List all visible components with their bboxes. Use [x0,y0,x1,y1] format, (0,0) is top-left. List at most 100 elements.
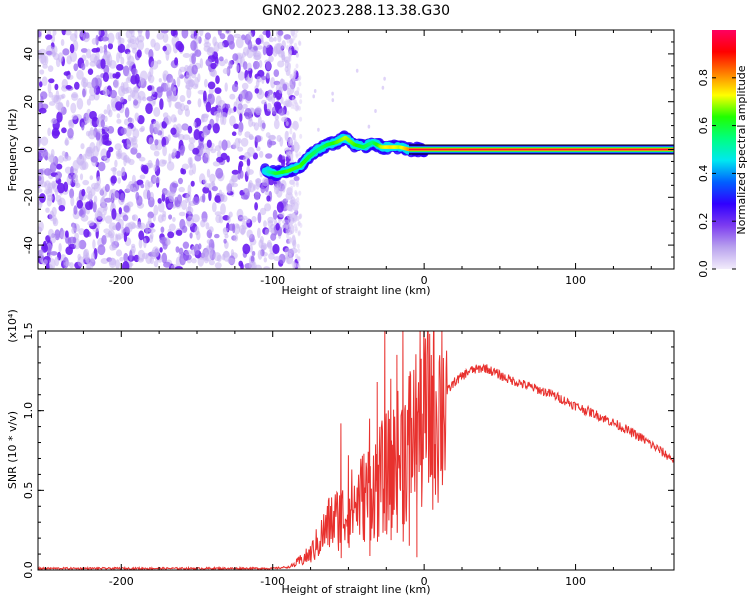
colorbar-tick-label: 0.4 [697,165,710,183]
colorbar-tick-label: 0.6 [697,117,710,135]
noise-blob [145,223,149,235]
noise-blob [177,108,183,116]
noise-blob [38,168,44,176]
noise-blob [281,159,285,169]
noise-blob [132,187,137,193]
noise-blob [68,119,73,126]
noise-blob [156,32,164,40]
noise-blob [38,249,44,258]
noise-blob [257,212,262,224]
colorbar-bar [712,30,736,269]
noise-blob [176,76,181,88]
noise-blob [268,55,274,63]
noise-blob [212,123,220,134]
noise-blob [296,243,300,249]
noise-blob [100,36,109,42]
noise-blob [246,158,251,167]
noise-blob [210,69,217,78]
noise-blob [38,150,44,160]
noise-blob [49,234,57,244]
noise-blob [48,155,56,163]
noise-blob [86,98,91,106]
noise-blob [109,89,118,99]
noise-blob [216,150,222,158]
noise-blob [286,38,290,44]
noise-blob [273,69,280,77]
noise-blob [268,140,277,146]
noise-blob [296,105,300,111]
noise-blob [253,184,257,191]
noise-blob [248,135,255,140]
noise-blob [175,229,183,236]
noise-blob [73,205,78,215]
noise-blob [273,256,281,262]
noise-blob [215,214,222,224]
noise-blob [55,174,59,181]
noise-blob [54,256,60,267]
y-tick-label: 20 [22,95,35,109]
noise-blob [192,147,200,155]
noise-blob [265,153,273,159]
noise-blob [226,183,231,194]
noise-blob [61,127,67,134]
noise-blob [294,223,297,229]
noise-blob [291,96,295,102]
noise-blob [147,216,152,227]
noise-blob [212,161,221,167]
noise-blob [266,71,271,79]
noise-blob [108,60,117,69]
noise-blob [233,123,240,130]
noise-blob [214,211,222,217]
noise-blob [152,175,161,184]
noise-blob [255,178,262,184]
noise-blob [82,88,86,98]
noise-blob [78,228,85,236]
noise-blob [278,108,286,116]
noise-blob [278,212,285,218]
noise-blob [261,75,267,81]
noise-blob [91,38,97,45]
noise-blob [187,184,192,195]
noise-blob [170,77,175,84]
snr-ylabel: SNR (10 * v/v) [6,411,19,489]
noise-blob [383,76,386,81]
noise-blob [51,181,56,190]
noise-blob [73,173,78,179]
noise-blob [205,147,210,158]
noise-blob [270,77,276,89]
noise-blob [172,217,176,222]
noise-blob [223,250,231,262]
noise-blob [167,202,174,209]
noise-blob [113,78,120,89]
noise-blob [103,30,108,34]
noise-blob [172,87,177,98]
noise-blob [58,205,66,212]
noise-blob [197,98,202,108]
noise-blob [48,258,56,269]
noise-blob [288,194,292,200]
noise-blob [238,160,244,168]
noise-blob [47,245,52,256]
noise-blob [52,30,57,36]
noise-blob [82,153,87,162]
noise-blob [288,222,292,228]
noise-blob [101,235,107,245]
noise-blob [85,59,89,67]
noise-blob [214,87,222,94]
noise-blob [170,127,177,135]
noise-blob [129,35,137,45]
noise-blob [120,56,125,65]
noise-blob [116,118,122,124]
noise-blob [262,177,269,187]
noise-blob [111,245,117,251]
noise-blob [186,87,192,99]
noise-blob [107,32,115,44]
noise-blob [115,249,123,257]
noise-blob [273,184,279,190]
noise-blob [284,247,291,256]
noise-blob [103,44,108,50]
noise-blob [194,35,201,41]
noise-blob [232,53,239,61]
noise-blob [191,214,200,223]
noise-blob [201,217,208,223]
